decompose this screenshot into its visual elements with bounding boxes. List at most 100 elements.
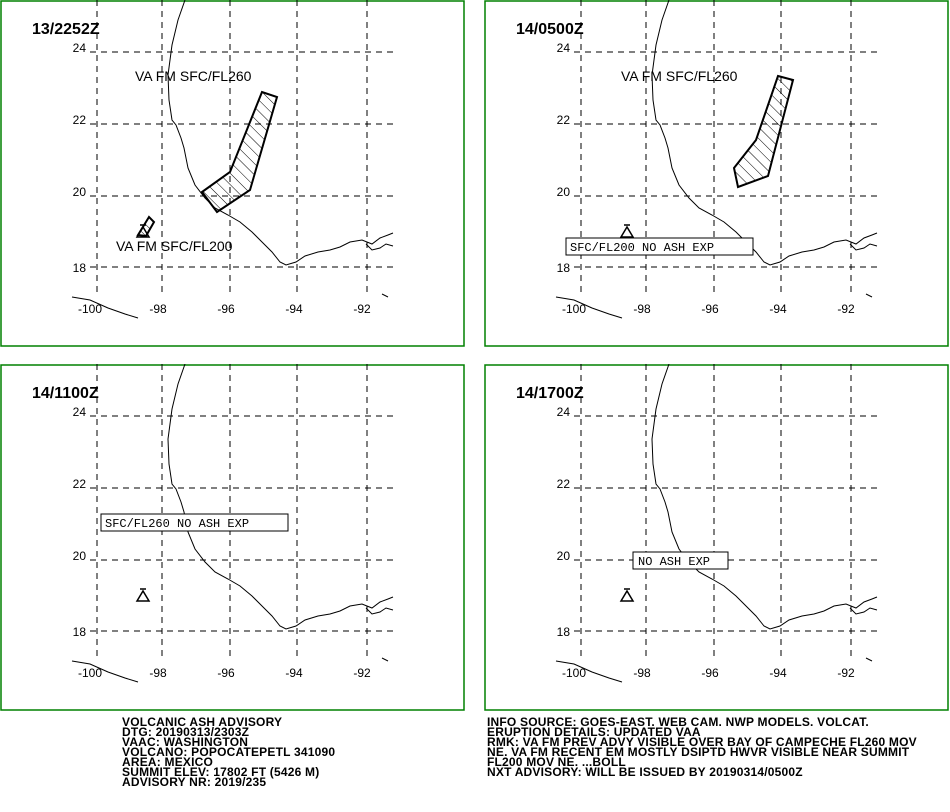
ash-cloud-fl260: [200, 90, 279, 214]
advisory-line: AREA: MEXICO: [122, 755, 214, 769]
svg-text:-98: -98: [633, 302, 651, 316]
svg-text:-100: -100: [562, 302, 586, 316]
advisory-line: SUMMIT ELEV: 17802 FT (5426 M): [122, 765, 320, 779]
map-panel-2: SFC/FL200 NO ASH EXP 14/0500Z VA FM SFC/…: [484, 0, 949, 347]
svg-text:24: 24: [557, 41, 571, 55]
lon-tick-labels: -100 -98 -96 -94 -92: [78, 666, 371, 680]
grid-lines: [574, 364, 879, 659]
advisory-line: NXT ADVISORY: WILL BE ISSUED BY 20190314…: [487, 765, 803, 779]
lat-tick-labels: 24 22 20 18: [73, 405, 87, 639]
coast-detail-2: [865, 293, 873, 298]
advisory-line: INFO SOURCE: GOES-EAST. WEB CAM. NWP MOD…: [487, 715, 869, 729]
coastline-west: [71, 296, 139, 319]
svg-text:22: 22: [557, 477, 571, 491]
svg-text:-92: -92: [353, 302, 371, 316]
volcano-icon: [135, 588, 151, 602]
advisory-line: VAAC: WASHINGTON: [122, 735, 249, 749]
advisory-line: ADVISORY NR: 2019/235: [122, 775, 267, 789]
svg-text:-92: -92: [837, 302, 855, 316]
svg-text:-98: -98: [149, 666, 167, 680]
svg-text:-96: -96: [701, 302, 719, 316]
svg-text:22: 22: [73, 477, 87, 491]
volcano-icon: [619, 588, 635, 602]
panel-title: 14/1700Z: [516, 385, 584, 402]
svg-text:24: 24: [557, 405, 571, 419]
svg-text:NO ASH EXP: NO ASH EXP: [638, 555, 710, 569]
svg-text:18: 18: [73, 261, 87, 275]
grid-lines: [90, 0, 395, 295]
panel-frame: [0, 364, 465, 711]
svg-text:-96: -96: [701, 666, 719, 680]
lon-tick-labels: -100 -98 -96 -94 -92: [78, 302, 371, 316]
coast-detail: [849, 607, 878, 615]
advisory-line: RMK: VA FM PREV ADVY VISIBLE OVER BAY OF…: [487, 735, 917, 749]
svg-text:24: 24: [73, 405, 87, 419]
lat-tick-labels: 24 22 20 18: [73, 41, 87, 275]
ash-cloud-fl260: [732, 74, 795, 189]
advisory-line: ERUPTION DETAILS: UPDATED VAA: [487, 725, 701, 739]
coast-detail: [365, 607, 394, 615]
svg-text:-100: -100: [78, 302, 102, 316]
svg-text:SFC/FL200 NO ASH EXP: SFC/FL200 NO ASH EXP: [570, 241, 714, 255]
volcano-icon: [619, 224, 635, 238]
coastline: [651, 0, 878, 266]
coastline-west: [555, 296, 623, 319]
status-box: SFC/FL200 NO ASH EXP: [565, 237, 754, 256]
svg-text:-100: -100: [562, 666, 586, 680]
svg-text:18: 18: [557, 625, 571, 639]
advisory-info-left: VOLCANIC ASH ADVISORY DTG: 20190313/2303…: [122, 715, 336, 789]
coastline-west: [71, 660, 139, 683]
panel-3: SFC/FL260 NO ASH EXP 14/1100Z 24 22 20 1…: [0, 364, 465, 711]
volcano-icon: [135, 224, 151, 238]
ash-label-fl260: VA FM SFC/FL260: [621, 68, 738, 84]
svg-text:20: 20: [73, 549, 87, 563]
panel-1: 13/2252Z VA FM SFC/FL260 VA FM SFC/FL200…: [0, 0, 465, 347]
panel-title: 14/1100Z: [32, 385, 99, 402]
advisory-line: FL200 MOV NE. ...BOLL: [487, 755, 626, 769]
lon-tick-labels: -100 -98 -96 -94 -92: [562, 302, 855, 316]
coast-detail-2: [381, 657, 389, 662]
svg-text:18: 18: [557, 261, 571, 275]
svg-text:20: 20: [73, 185, 87, 199]
coastline: [167, 0, 394, 266]
svg-text:-94: -94: [769, 302, 787, 316]
svg-text:-100: -100: [78, 666, 102, 680]
svg-text:-96: -96: [217, 302, 235, 316]
coast-detail: [849, 243, 878, 251]
panel-title: 14/0500Z: [516, 21, 584, 38]
map-panel-3: SFC/FL260 NO ASH EXP 14/1100Z 24 22 20 1…: [0, 364, 465, 711]
svg-text:-94: -94: [285, 666, 303, 680]
panel-title: 13/2252Z: [32, 21, 100, 38]
ash-label-fl260: VA FM SFC/FL260: [135, 68, 252, 84]
advisory-line: VOLCANIC ASH ADVISORY: [122, 715, 283, 729]
panel-frame: [484, 364, 949, 711]
svg-text:SFC/FL260 NO ASH EXP: SFC/FL260 NO ASH EXP: [105, 517, 249, 531]
status-box: SFC/FL260 NO ASH EXP: [100, 513, 289, 532]
lat-tick-labels: 24 22 20 18: [557, 405, 571, 639]
lon-tick-labels: -100 -98 -96 -94 -92: [562, 666, 855, 680]
advisory-line: VOLCANO: POPOCATEPETL 341090: [122, 745, 336, 759]
panel-frame: [484, 0, 949, 347]
svg-text:24: 24: [73, 41, 87, 55]
ash-cloud-fl200: [136, 215, 156, 238]
coastline: [651, 364, 878, 630]
status-box: NO ASH EXP: [632, 551, 729, 570]
grid-lines: [90, 364, 395, 659]
lat-tick-labels: 24 22 20 18: [557, 41, 571, 275]
panel-2: SFC/FL200 NO ASH EXP 14/0500Z VA FM SFC/…: [484, 0, 949, 347]
advisory-line: NE. VA FM RECENT EM MOSTLY DSIPTD HWVR V…: [487, 745, 910, 759]
coastline: [167, 364, 394, 630]
coast-detail-2: [865, 657, 873, 662]
coastline-west: [555, 660, 623, 683]
coast-detail-2: [381, 293, 389, 298]
advisory-line: DTG: 20190313/2303Z: [122, 725, 250, 739]
map-panel-4: NO ASH EXP 14/1700Z 24 22 20 18 -100 -98…: [484, 364, 949, 711]
coast-detail: [365, 243, 394, 251]
panel-frame: [0, 0, 465, 347]
svg-text:20: 20: [557, 185, 571, 199]
svg-text:22: 22: [557, 113, 571, 127]
advisory-info-right: INFO SOURCE: GOES-EAST. WEB CAM. NWP MOD…: [487, 715, 917, 779]
svg-text:-92: -92: [353, 666, 371, 680]
svg-text:-98: -98: [633, 666, 651, 680]
panel-4: NO ASH EXP 14/1700Z 24 22 20 18 -100 -98…: [484, 364, 949, 711]
